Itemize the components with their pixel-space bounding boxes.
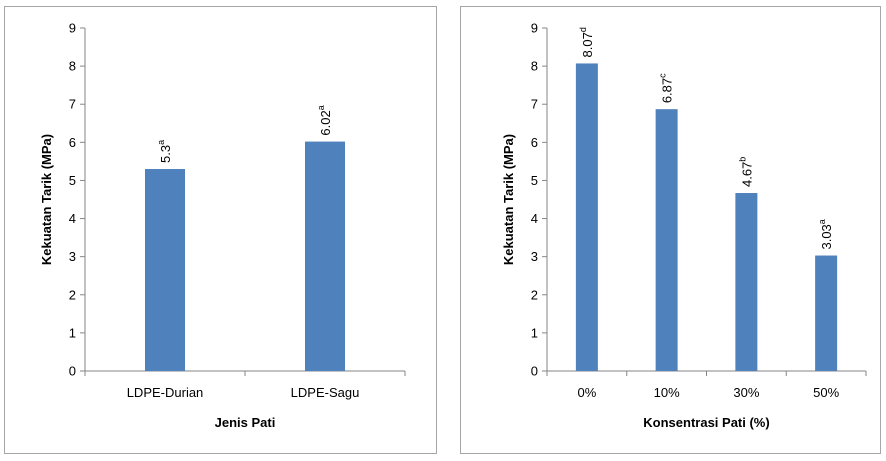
data-label: 5.3a	[156, 140, 173, 163]
tensile-strength-by-starch-type-chart: 0123456789LDPE-Durian5.3aLDPE-Sagu6.02aJ…	[39, 21, 406, 430]
chart-panel-left: 0 1 2 3 4 5 6 7 8 9 LDPE-Durian 5.3a LDPE-Sagu 6.02a J…	[4, 6, 437, 454]
x-axis-title: Konsentrasi Pati (%)	[643, 415, 769, 430]
data-label: 6.87c	[658, 73, 675, 103]
data-label: 3.03a	[817, 219, 834, 249]
y-tick-label: 8	[69, 59, 76, 74]
bar	[575, 63, 598, 372]
data-label-superscript: a	[156, 140, 166, 145]
y-tick-label: 4	[69, 211, 76, 226]
data-label: 4.67b	[737, 157, 754, 187]
data-label-superscript: c	[658, 73, 668, 78]
y-tick-label: 9	[531, 21, 538, 36]
y-tick-label: 2	[531, 287, 538, 302]
y-tick-label: 5	[531, 173, 538, 188]
tensile-strength-by-starch-concentration-chart: 0 1 2 3 4 5 6 7 8 9 0% 8.07d 10% 6.87c 30% 4.67b 50% 3.03…	[501, 21, 867, 430]
y-tick-label: 9	[69, 21, 76, 36]
y-tick-label: 4	[531, 211, 538, 226]
bar	[305, 141, 345, 371]
data-label: 6.02a	[316, 105, 333, 135]
y-tick-label: 5	[69, 173, 76, 188]
y-tick-label: 3	[69, 249, 76, 264]
bar	[735, 193, 758, 371]
y-axis-title: Kekuatan Tarik (MPa)	[39, 134, 54, 265]
data-label-superscript: d	[578, 27, 588, 32]
y-tick-label: 2	[69, 287, 76, 302]
data-label-superscript: a	[817, 219, 827, 224]
x-axis-title: Jenis Pati	[215, 415, 276, 430]
data-label-value: 4.67	[739, 162, 754, 187]
data-label-value: 5.3	[158, 145, 173, 163]
x-tick-label: 10%	[654, 385, 680, 400]
bar	[815, 255, 838, 371]
y-tick-label: 7	[69, 97, 76, 112]
y-tick-label: 6	[531, 135, 538, 150]
data-label-value: 8.07	[580, 32, 595, 57]
data-label-value: 3.03	[819, 224, 834, 249]
data-label-value: 6.02	[318, 110, 333, 135]
y-tick-label: 1	[531, 325, 538, 340]
y-tick-label: 3	[531, 249, 538, 264]
y-tick-label: 8	[531, 59, 538, 74]
x-tick-label: 0%	[577, 385, 596, 400]
data-label-superscript: b	[737, 157, 747, 162]
bar	[655, 109, 678, 371]
x-tick-label: 50%	[813, 385, 839, 400]
y-tick-label: 0	[69, 364, 76, 379]
y-tick-label: 0	[531, 364, 538, 379]
y-axis-title: Kekuatan Tarik (MPa)	[501, 134, 516, 265]
bar	[145, 169, 185, 371]
x-tick-label: LDPE-Sagu	[291, 385, 360, 400]
y-tick-label: 1	[69, 325, 76, 340]
x-tick-label: 30%	[733, 385, 759, 400]
x-tick-label: LDPE-Durian	[127, 385, 204, 400]
data-label-value: 6.87	[660, 78, 675, 103]
data-label-superscript: a	[316, 105, 326, 110]
data-label: 8.07d	[578, 27, 595, 57]
chart-panel-right: 0 1 2 3 4 5 6 7 8 9 0% 8.07d 10% 6.87c 30% 4.67b 50% 3.03…	[460, 6, 881, 454]
y-tick-label: 7	[531, 97, 538, 112]
y-tick-label: 6	[69, 135, 76, 150]
